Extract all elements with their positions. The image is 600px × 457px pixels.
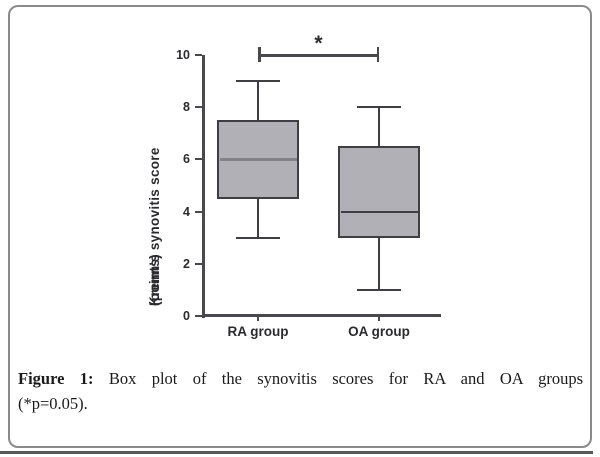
median-line-RA-group [219,158,297,161]
x-axis-line [202,314,441,317]
caption-line-2: (*p=0.05). [18,394,88,413]
whisker-cap-min [236,236,280,239]
significance-bracket-line [258,54,379,57]
whisker-cap-max [236,80,280,83]
y-axis-tick [195,262,202,265]
figure-caption: Figure 1: Box plot of the synovitis scor… [18,366,583,416]
y-axis-line [202,55,205,318]
y-tick-label: 10 [176,48,190,62]
y-tick-label: 2 [183,256,190,271]
x-axis-tick [378,317,380,321]
significance-asterisk: * [314,32,323,55]
y-axis-tick [195,54,202,56]
y-tick-label: 0 [183,309,190,323]
caption-figure-label: Figure 1: [18,369,94,388]
y-axis-tick [195,315,202,317]
category-label-RA-group: RA group [227,324,289,339]
y-axis-tick [195,210,202,213]
caption-line-1: Figure 1: Box plot of the synovitis scor… [18,366,583,391]
page-divider-line [0,451,593,454]
y-axis-tick [195,158,202,161]
significance-bracket-cap-left [258,47,261,62]
y-axis-tick [195,106,202,109]
y-tick-label: 4 [183,204,190,219]
caption-text: Box plot of the synovitis scores for RA … [108,369,583,388]
whisker-cap-min [357,288,401,291]
whisker-cap-max [357,106,401,109]
y-tick-label: 6 [183,152,190,167]
x-axis-tick [257,317,259,321]
category-label-OA-group: OA group [348,324,410,339]
box-OA-group [338,146,420,238]
significance-bracket-cap-right [376,47,379,62]
median-line-OA-group [340,210,418,214]
figure-card [8,5,592,448]
y-tick-label: 8 [183,100,190,115]
